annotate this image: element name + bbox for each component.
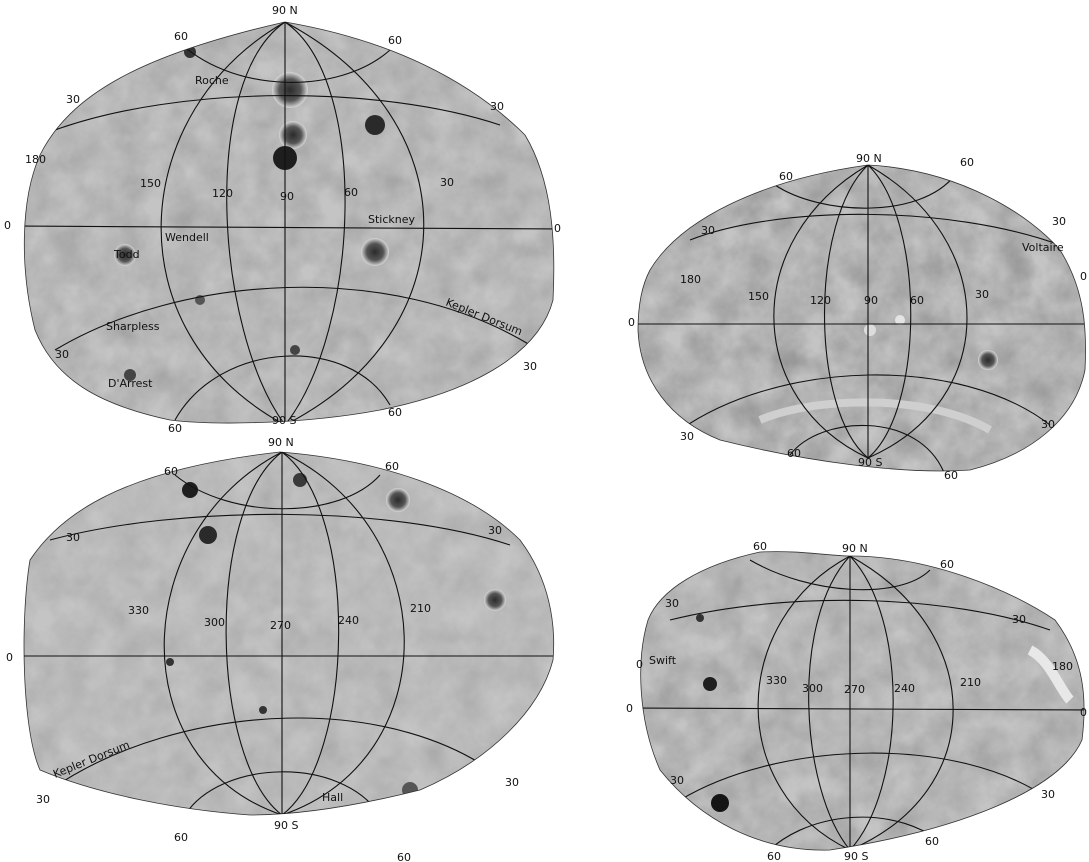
label-lat-60n-right: 60 [385,460,399,473]
graticule-bottom-left [24,452,554,815]
label-lat-60s-right: 60 [388,406,402,419]
label-lon-180: 180 [680,273,701,286]
label-north-pole: 90 N [842,542,868,555]
label-lon-120: 120 [212,187,233,200]
label-equator-right: 0 [1080,270,1087,283]
label-lat-30n-left: 30 [665,597,679,610]
label-lat-60n-left: 60 [174,30,188,43]
graticule-top-left [24,22,554,423]
feature-wendell: Wendell [165,231,209,244]
label-lat-30s-right: 30 [523,360,537,373]
label-lon-180: 180 [25,153,46,166]
label-lat-30n-right: 30 [490,100,504,113]
label-lat-60n-left: 60 [753,540,767,553]
label-lon-240: 240 [338,614,359,627]
label-equator-left: 0 [6,651,13,664]
label-lon-270: 270 [844,683,865,696]
label-south-pole: 90 S [858,456,882,469]
label-lon-300: 300 [204,616,225,629]
label-lat-60s-right: 60 [944,469,958,482]
label-south-pole: 90 S [274,819,298,832]
label-lat-60n-left: 60 [779,170,793,183]
label-lon-210: 210 [410,602,431,615]
label-lat-30s-right: 30 [1041,788,1055,801]
label-lat-60s-right: 60 [925,835,939,848]
label-lat-30n-left: 30 [701,224,715,237]
label-lat-30n-right: 30 [1012,613,1026,626]
label-lat-30s-left: 30 [36,793,50,806]
label-lon-240: 240 [894,682,915,695]
label-lat-60n-left: 60 [164,465,178,478]
map-top-right: 90 N 90 S 60 60 30 30 0 0 30 30 60 60 18… [628,152,1087,482]
label-lat-30s-left: 30 [670,774,684,787]
label-lat-60n-right: 60 [388,34,402,47]
label-lon-150: 150 [748,290,769,303]
label-lat-60s-left: 60 [168,422,182,435]
label-lat-60s-left: 60 [767,850,781,862]
label-lon-300: 300 [802,682,823,695]
label-north-pole: 90 N [856,152,882,165]
label-equator-right: 0 [1080,706,1087,719]
feature-stickney: Stickney [368,213,416,226]
labels-top-right: 90 N 90 S 60 60 30 30 0 0 30 30 60 60 18… [628,152,1087,482]
map-bottom-right: 90 N 90 S 60 60 30 30 0 0 30 30 60 60 18… [626,540,1087,862]
label-lon-90: 90 [280,190,294,203]
feature-sharpless: Sharpless [106,320,160,333]
map-top-left: 90 N 90 S 60 60 30 30 0 0 30 30 60 60 18… [4,4,561,435]
label-lon-180: 180 [1052,660,1073,673]
feature-roche: Roche [195,74,229,87]
label-lon-330: 330 [766,674,787,687]
label-lat-30s-right: 30 [505,776,519,789]
label-lon-60: 60 [344,186,358,199]
map-bottom-left: 90 N 90 S 60 60 30 30 0 30 30 60 60 330 … [6,436,555,862]
label-lat-60n-right: 60 [940,558,954,571]
label-lat-60s-left: 60 [787,447,801,460]
label-lon-0: 0 [636,658,643,671]
label-lon-210: 210 [960,676,981,689]
label-lat-60s-left: 60 [174,831,188,844]
label-south-pole: 90 S [272,414,296,427]
label-lon-90: 90 [864,294,878,307]
label-equator-left: 0 [4,219,11,232]
label-north-pole: 90 N [268,436,294,449]
feature-hall: Hall [322,791,343,804]
label-lat-30s-left: 30 [680,430,694,443]
label-lon-120: 120 [810,294,831,307]
feature-darrest: D'Arrest [108,377,153,390]
label-lat-30s-right: 30 [1041,418,1055,431]
label-lon-30: 30 [440,176,454,189]
label-lat-30n-right: 30 [488,524,502,537]
label-north-pole: 90 N [272,4,298,17]
feature-todd: Todd [113,248,140,261]
label-lat-60s-right: 60 [397,851,411,862]
label-lat-30n-left: 30 [66,93,80,106]
label-lat-30s-left: 30 [55,348,69,361]
label-equator-left: 0 [626,702,633,715]
labels-bottom-right: 90 N 90 S 60 60 30 30 0 0 30 30 60 60 18… [626,540,1087,862]
label-lon-60: 60 [910,294,924,307]
graticule-top-right [638,165,1086,471]
label-equator-left: 0 [628,316,635,329]
feature-swift: Swift [649,654,677,667]
label-lon-270: 270 [270,619,291,632]
label-lon-150: 150 [140,177,161,190]
feature-voltaire: Voltaire [1022,241,1064,254]
label-lat-30n-left: 30 [66,531,80,544]
label-lat-30n-right: 30 [1052,215,1066,228]
label-south-pole: 90 S [844,850,868,862]
label-lon-330: 330 [128,604,149,617]
label-lat-60n-right: 60 [960,156,974,169]
graticule-bottom-right [640,555,1085,851]
label-equator-right: 0 [554,222,561,235]
label-lon-30: 30 [975,288,989,301]
